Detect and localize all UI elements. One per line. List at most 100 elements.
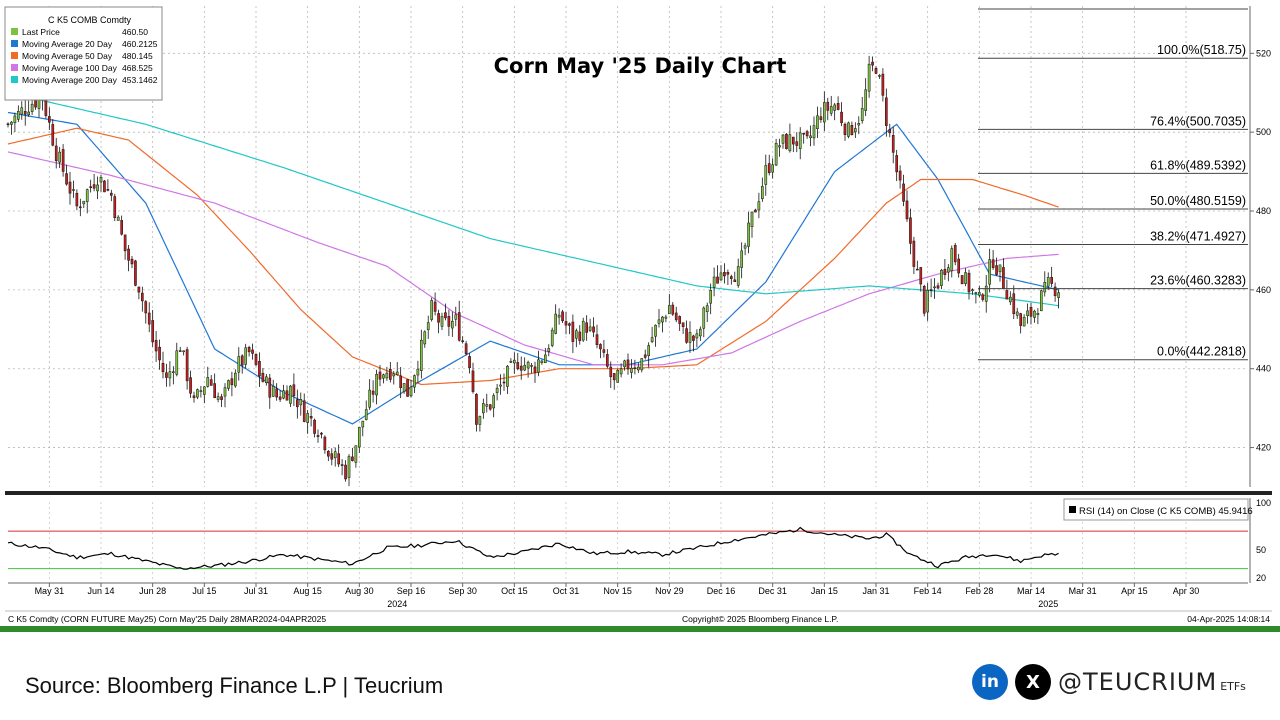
candle-body (623, 360, 626, 368)
candle-body (1022, 316, 1026, 327)
candle-body (864, 89, 867, 111)
candle-body (909, 217, 912, 244)
candle-body (1002, 267, 1005, 289)
candle-body (922, 285, 926, 314)
candle-body (275, 388, 278, 398)
candle-body (661, 316, 664, 323)
footer-right: 04-Apr-2025 14:08:14 (1187, 614, 1270, 624)
candle-body (626, 359, 630, 370)
candle-body (736, 266, 740, 286)
candle-body (516, 362, 520, 370)
candle-body (826, 101, 830, 111)
x-icon[interactable]: X (1015, 664, 1051, 700)
candle-body (998, 264, 1002, 273)
rsi-legend: RSI (14) on Close (C K5 COMB) 45.9416 (1063, 498, 1253, 521)
candle-body (891, 135, 895, 153)
candle-body (85, 189, 89, 202)
candle-body (358, 427, 361, 448)
candle-body (726, 272, 730, 275)
candle-body (805, 131, 809, 137)
candle-body (464, 343, 468, 354)
date-tick-label: May 31 (35, 586, 65, 596)
date-tick-label: Apr 30 (1173, 586, 1200, 596)
candle-body (433, 301, 437, 312)
candle-body (1036, 312, 1040, 316)
candle-body (282, 390, 285, 399)
date-tick-label: Oct 31 (553, 586, 580, 596)
candle-body (151, 320, 154, 343)
candle-body (137, 286, 141, 293)
date-tick-label: Nov 15 (603, 586, 632, 596)
candle-body (1043, 282, 1047, 293)
candle-body (878, 75, 881, 77)
candle-body (423, 331, 427, 345)
candle-body (244, 347, 247, 365)
candle-body (616, 369, 619, 383)
candle-body (561, 311, 564, 322)
date-tick-label: Feb 14 (914, 586, 942, 596)
candle-body (240, 355, 244, 366)
candle-body (175, 350, 179, 375)
candle-body (898, 170, 902, 181)
candle-body (354, 445, 358, 463)
candle-body (106, 189, 110, 191)
candle-body (699, 328, 702, 337)
candle-body (1012, 293, 1016, 315)
candle-body (650, 337, 654, 343)
candle-body (265, 376, 268, 384)
candle-body (881, 73, 885, 96)
candle-body (13, 115, 17, 124)
social-handle[interactable]: @TEUCRIUM ETFs (1058, 668, 1246, 696)
candle-body (416, 368, 420, 376)
candle-body (764, 165, 768, 185)
price-axis: 420 440 460 480 500 520 (1249, 6, 1271, 487)
candle-body (836, 103, 840, 110)
candle-body (68, 181, 72, 194)
candle-body (51, 124, 55, 146)
candle-body (947, 267, 950, 273)
candle-body (513, 359, 516, 364)
candle-body (981, 294, 985, 300)
candle-body (251, 349, 254, 354)
candle-body (323, 436, 327, 451)
candle-body (364, 409, 368, 420)
candle-body (557, 314, 561, 318)
rsi-tick-label: 50 (1256, 545, 1266, 555)
candle-body (154, 340, 158, 352)
candle-body (96, 184, 99, 192)
candle-body (58, 151, 61, 163)
candle-body (840, 111, 843, 124)
candle-body (692, 335, 695, 341)
candle-body (829, 106, 833, 114)
candle-body (950, 248, 954, 271)
footer-center: Copyright© 2025 Bloomberg Finance L.P. (682, 614, 838, 624)
ma-line (7, 111, 1059, 425)
candle-body (127, 248, 130, 261)
date-axis: May 31 Jun 14 Jun 28 Jul 15 Jul 31 Aug 15 Aug … (8, 582, 1248, 609)
candle-body (905, 200, 909, 220)
candle-body (953, 245, 957, 263)
candle-body (785, 133, 788, 150)
candle-body (926, 289, 929, 313)
rsi-tick-label: 20 (1256, 573, 1266, 583)
candle-body (781, 134, 785, 144)
footer-divider (0, 626, 1280, 632)
candle-body (564, 321, 568, 326)
candle-body (640, 358, 644, 371)
candle-body (99, 177, 103, 183)
source-text: Source: Bloomberg Finance L.P | Teucrium (25, 673, 444, 698)
linkedin-icon[interactable]: in (972, 664, 1008, 700)
candle-body (819, 116, 823, 120)
legend-value: 480.145 (122, 51, 153, 61)
candle-body (885, 97, 888, 126)
candle-body (761, 186, 764, 199)
candle-body (960, 275, 964, 285)
candle-body (130, 258, 134, 265)
legend-header: C K5 COMB Comdty (48, 15, 132, 25)
candle-body (120, 220, 123, 235)
moving-averages (7, 92, 1059, 425)
candle-body (165, 372, 168, 378)
year-label: 2025 (1038, 599, 1058, 609)
candle-body (984, 285, 988, 302)
candle-body (843, 123, 847, 135)
